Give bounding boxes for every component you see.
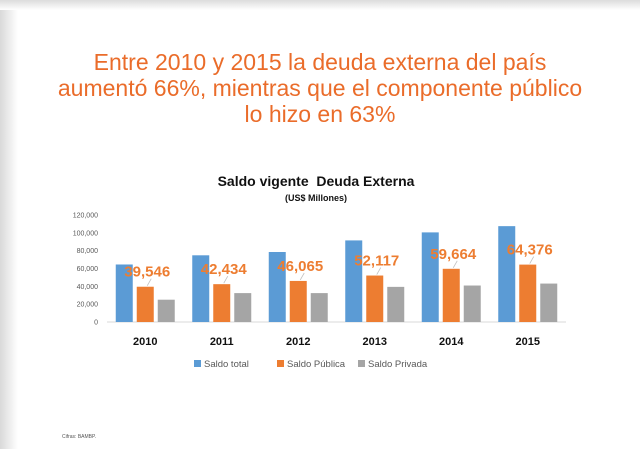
y-tick-label: 100,000 bbox=[73, 230, 98, 237]
source-footnote: Cifras: BAMBP. bbox=[62, 434, 97, 440]
x-tick-label-2012: 2012 bbox=[286, 336, 310, 348]
slide-headline: Entre 2010 y 2015 la deuda externa del p… bbox=[40, 49, 600, 127]
x-tick-label-2010: 2010 bbox=[133, 336, 157, 348]
x-tick-label-2014: 2014 bbox=[439, 336, 464, 348]
y-tick-label: 0 bbox=[94, 320, 98, 327]
x-axis: 2010 2011 2012 2013 2014 2015 bbox=[133, 336, 540, 348]
bar-saldo-total-2014 bbox=[421, 232, 439, 322]
x-tick-label-2011: 2011 bbox=[210, 336, 234, 348]
y-tick-label: 60,000 bbox=[77, 266, 99, 273]
y-axis: 0 20,000 40,000 60,000 80,000 100,000 120,000 bbox=[73, 213, 566, 327]
data-label-leader bbox=[223, 275, 229, 284]
legend-swatch-2 bbox=[358, 360, 365, 367]
data-labels: 39,546 42,434 46,065 52,117 59,664 64,376 bbox=[124, 242, 553, 286]
bar-saldo-total-2013 bbox=[345, 240, 363, 322]
data-label-leader bbox=[146, 278, 152, 286]
bar-saldo-total-2015 bbox=[498, 226, 516, 322]
y-tick-label: 20,000 bbox=[77, 302, 99, 309]
data-label-publica-2010: 39,546 bbox=[124, 264, 170, 281]
headline-line-3: lo hizo en 63% bbox=[244, 101, 396, 127]
y-tick-label: 40,000 bbox=[77, 284, 99, 291]
bar-saldo-privada-2011 bbox=[234, 293, 252, 322]
bar-saldo-total-2011 bbox=[192, 255, 210, 322]
bar-saldo-privada-2015 bbox=[540, 283, 558, 322]
data-label-leader bbox=[529, 256, 535, 264]
legend-label-1: Saldo Pública bbox=[287, 359, 346, 370]
x-tick-label-2015: 2015 bbox=[516, 336, 540, 348]
bar-saldo-privada-2013 bbox=[387, 286, 405, 322]
bar-saldo-publica-2015 bbox=[519, 264, 537, 322]
page-shadow-top bbox=[0, 0, 640, 10]
bar-saldo-publica-2011 bbox=[213, 284, 231, 322]
bar-saldo-total-2012 bbox=[268, 252, 286, 322]
data-label-publica-2015: 64,376 bbox=[507, 242, 553, 259]
bar-saldo-publica-2012 bbox=[289, 280, 307, 322]
legend-label-2: Saldo Privada bbox=[368, 359, 428, 370]
bar-saldo-total-2010 bbox=[115, 264, 133, 322]
legend-swatch-0 bbox=[194, 360, 201, 367]
data-label-leader bbox=[452, 260, 458, 268]
bar-saldo-privada-2012 bbox=[310, 293, 328, 322]
page-shadow-left bbox=[0, 0, 18, 449]
bar-saldo-privada-2010 bbox=[157, 299, 175, 322]
legend: Saldo total Saldo Pública Saldo Privada bbox=[194, 359, 428, 370]
data-label-publica-2011: 42,434 bbox=[201, 261, 248, 278]
chart-title: Saldo vigente Deuda Externa bbox=[218, 173, 415, 189]
headline-line-1: Entre 2010 y 2015 la deuda externa del p… bbox=[93, 49, 547, 75]
data-label-publica-2012: 46,065 bbox=[277, 258, 323, 275]
bar-saldo-publica-2010 bbox=[136, 286, 154, 322]
bar-saldo-publica-2014 bbox=[442, 268, 460, 322]
data-label-publica-2013: 52,117 bbox=[354, 253, 399, 270]
legend-swatch-1 bbox=[277, 360, 284, 367]
y-tick-label: 120,000 bbox=[73, 213, 98, 220]
bar-saldo-privada-2014 bbox=[463, 285, 481, 322]
data-label-leader bbox=[376, 267, 382, 275]
bar-saldo-publica-2013 bbox=[366, 275, 384, 322]
y-tick-label: 80,000 bbox=[77, 248, 99, 255]
data-label-leader bbox=[299, 272, 305, 281]
chart-subtitle: (US$ Millones) bbox=[285, 193, 347, 203]
legend-label-0: Saldo total bbox=[204, 359, 249, 370]
data-label-publica-2014: 59,664 bbox=[430, 246, 477, 263]
bar-series bbox=[115, 226, 558, 322]
x-tick-label-2013: 2013 bbox=[363, 336, 387, 348]
headline-line-2: aumentó 66%, mientras que el componente … bbox=[57, 75, 583, 101]
